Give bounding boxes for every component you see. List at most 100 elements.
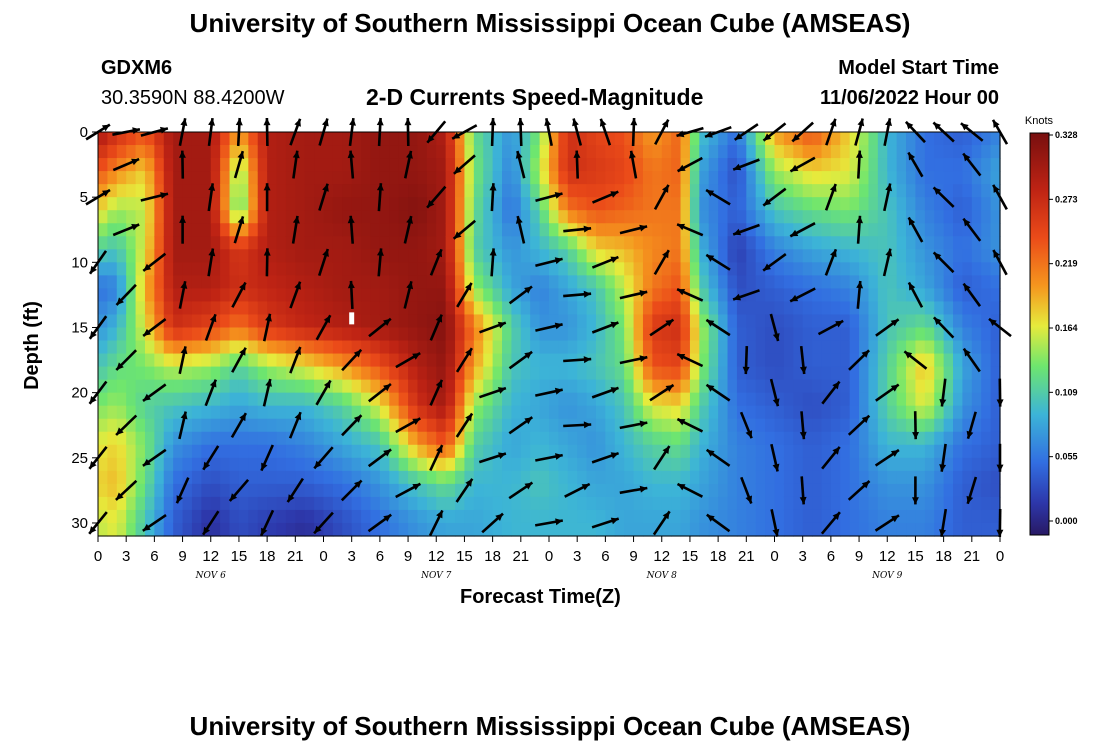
heatmap-cell — [896, 444, 907, 459]
heatmap-cell — [173, 314, 184, 329]
current-vector — [817, 319, 844, 336]
heatmap-cell — [906, 327, 917, 342]
heatmap-cell — [398, 379, 409, 394]
heatmap-cell — [379, 288, 390, 303]
heatmap-cell — [755, 509, 766, 524]
heatmap-cell — [558, 275, 569, 289]
heatmap-cell — [595, 171, 606, 185]
heatmap-cell — [154, 314, 165, 329]
heatmap-cell — [483, 301, 494, 316]
heatmap-cell — [896, 327, 907, 342]
heatmap-cell — [680, 301, 691, 316]
heatmap-cell — [558, 470, 569, 485]
colorbar-tick-label: 0.164 — [1055, 323, 1078, 333]
heatmap-cell — [351, 236, 362, 250]
heatmap-cell — [361, 145, 372, 159]
heatmap-cell — [361, 366, 372, 381]
heatmap-cell — [605, 288, 616, 303]
heatmap-cell — [633, 392, 644, 407]
heatmap-cell — [755, 275, 766, 289]
heatmap-cell — [304, 522, 315, 537]
current-vector — [289, 346, 302, 374]
heatmap-cell — [896, 457, 907, 472]
heatmap-cell — [361, 522, 372, 537]
heatmap-cell — [746, 405, 757, 420]
heatmap-cell — [370, 197, 381, 211]
heatmap-cell — [502, 301, 513, 316]
heatmap-cell — [689, 210, 700, 224]
heatmap-cell — [953, 236, 964, 250]
heatmap-cell — [530, 158, 541, 172]
heatmap-cell — [530, 171, 541, 185]
heatmap-cell — [614, 184, 625, 198]
heatmap-cell — [267, 262, 278, 276]
heatmap-cell — [426, 171, 437, 185]
heatmap-cell — [558, 509, 569, 524]
heatmap-cell — [877, 483, 888, 498]
heatmap-cell — [135, 275, 146, 289]
heatmap-cell — [426, 275, 437, 289]
current-vector — [535, 387, 563, 397]
current-vector — [619, 485, 648, 495]
heatmap-cell — [389, 158, 400, 172]
heatmap-cell — [426, 314, 437, 329]
heatmap-cell — [107, 184, 118, 198]
heatmap-cell — [943, 522, 954, 537]
heatmap-cell — [351, 327, 362, 342]
heatmap-cell — [342, 379, 353, 394]
heatmap-cell — [473, 405, 484, 420]
heatmap-cell — [887, 327, 898, 342]
heatmap-cell — [511, 197, 522, 211]
heatmap-cell — [436, 275, 447, 289]
heatmap-cell — [605, 249, 616, 263]
heatmap-cell — [210, 132, 221, 146]
heatmap-cell — [605, 392, 616, 407]
heatmap-cell — [549, 301, 559, 316]
heatmap-cell — [483, 444, 494, 459]
heatmap-cell — [511, 366, 522, 381]
heatmap-cell — [116, 509, 127, 524]
heatmap-cell — [774, 184, 785, 198]
heatmap-cell — [821, 275, 832, 289]
heatmap-cell — [530, 509, 541, 524]
heatmap-cell — [755, 405, 766, 420]
heatmap-cell — [849, 288, 860, 303]
heatmap-cell — [285, 184, 296, 198]
heatmap-cell — [783, 223, 794, 237]
heatmap-cell — [248, 275, 259, 289]
heatmap-cell — [220, 340, 231, 355]
heatmap-cell — [426, 288, 437, 303]
heatmap-cell — [924, 366, 935, 381]
heatmap-cell — [765, 522, 776, 537]
heatmap-cell — [436, 496, 447, 511]
heatmap-cell — [520, 457, 531, 472]
heatmap-cell — [173, 509, 184, 524]
heatmap-cell — [314, 236, 325, 250]
heatmap-cell — [163, 496, 174, 511]
heatmap-cell — [671, 184, 682, 198]
heatmap-cell — [896, 509, 907, 524]
heatmap-cell — [990, 262, 1001, 276]
heatmap-cell — [304, 132, 315, 146]
heatmap-cell — [859, 210, 870, 224]
heatmap-cell — [276, 132, 287, 146]
heatmap-cell — [868, 327, 879, 342]
heatmap-cell — [727, 418, 738, 433]
current-vector — [855, 150, 863, 179]
heatmap-cell — [830, 353, 841, 368]
heatmap-cell — [577, 275, 588, 289]
heatmap-cell — [680, 483, 691, 498]
heatmap-cell — [464, 275, 475, 289]
heatmap-cell — [934, 132, 945, 146]
heatmap-cell — [530, 223, 541, 237]
heatmap-cell — [295, 249, 306, 263]
heatmap-cell — [408, 288, 419, 303]
heatmap-cell — [906, 314, 917, 329]
current-vector — [429, 314, 443, 341]
heatmap-cell — [502, 288, 513, 303]
current-vector — [115, 349, 138, 371]
heatmap-cell — [182, 132, 193, 146]
heatmap-cell — [173, 483, 184, 498]
heatmap-cell — [370, 340, 381, 355]
heatmap-cell — [642, 262, 653, 276]
